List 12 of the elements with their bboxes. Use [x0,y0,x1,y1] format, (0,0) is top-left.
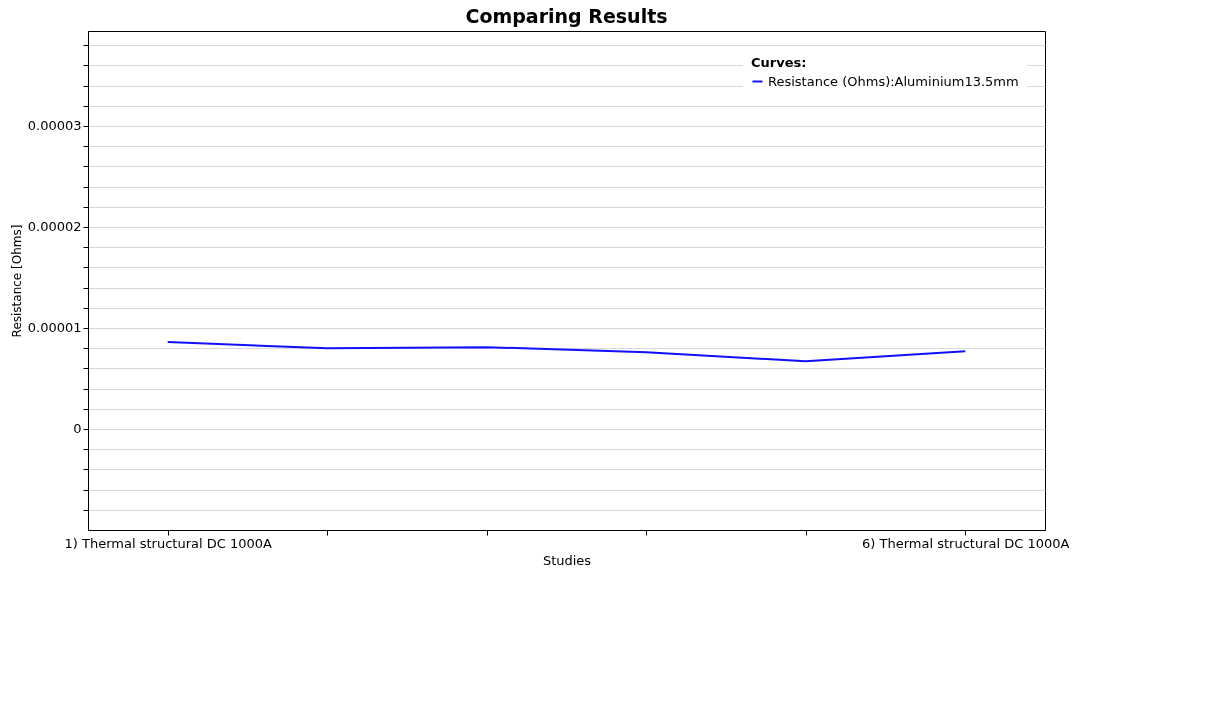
x-axis-title: Studies [542,552,592,568]
chart-title: Comparing Results [465,5,668,27]
y-tick-label: 0.00002 [27,219,82,235]
y-axis-title: Resistance [Ohms] [9,224,24,338]
x-tick-label: 6) Thermal structural DC 1000A [862,535,1070,551]
line-series [166,341,967,363]
legend-label: Resistance (Ohms):Aluminium13.5mm [768,73,1019,89]
y-tick-label: 0.00003 [27,118,82,134]
legend-title: Curves: [751,55,807,70]
y-tick-label: 0 [73,421,82,437]
x-tick-label: 1) Thermal structural DC 1000A [64,535,273,551]
y-tick-label: 0.00001 [27,320,82,336]
